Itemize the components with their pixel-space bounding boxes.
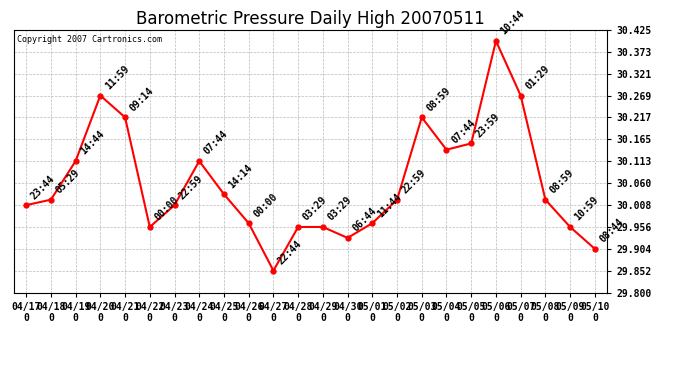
Text: 10:59: 10:59: [573, 195, 601, 223]
Text: 11:44: 11:44: [375, 191, 403, 219]
Text: 06:44: 06:44: [351, 206, 378, 234]
Text: 23:59: 23:59: [474, 111, 502, 139]
Text: 22:59: 22:59: [177, 173, 205, 201]
Text: 14:44: 14:44: [79, 129, 106, 157]
Text: 14:14: 14:14: [227, 162, 255, 190]
Text: 10:44: 10:44: [499, 9, 526, 37]
Text: 00:00: 00:00: [152, 195, 180, 223]
Text: 08:44: 08:44: [598, 217, 625, 244]
Text: 07:44: 07:44: [449, 118, 477, 146]
Text: 09:14: 09:14: [128, 86, 156, 113]
Text: 03:29: 03:29: [326, 195, 353, 223]
Text: 03:29: 03:29: [301, 195, 328, 223]
Text: 23:44: 23:44: [29, 173, 57, 201]
Text: 01:29: 01:29: [524, 63, 551, 92]
Title: Barometric Pressure Daily High 20070511: Barometric Pressure Daily High 20070511: [136, 10, 485, 28]
Text: 22:44: 22:44: [276, 238, 304, 267]
Text: 08:59: 08:59: [424, 86, 453, 113]
Text: 22:59: 22:59: [400, 168, 428, 195]
Text: Copyright 2007 Cartronics.com: Copyright 2007 Cartronics.com: [17, 35, 161, 44]
Text: 11:59: 11:59: [103, 63, 131, 92]
Text: 08:59: 08:59: [548, 168, 576, 195]
Text: 05:29: 05:29: [54, 168, 81, 195]
Text: 00:00: 00:00: [251, 191, 279, 219]
Text: 07:44: 07:44: [202, 129, 230, 157]
